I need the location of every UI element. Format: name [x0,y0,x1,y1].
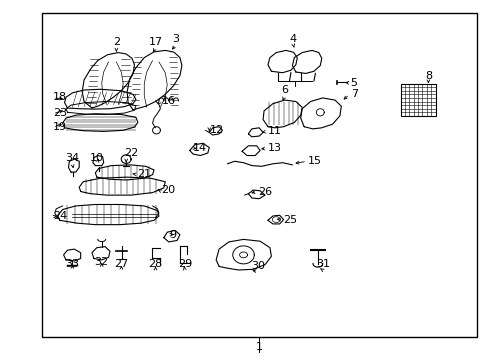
Text: 31: 31 [315,259,329,269]
Text: 22: 22 [123,148,138,158]
Text: 28: 28 [148,259,163,269]
Text: 9: 9 [169,230,176,240]
Text: 2: 2 [113,37,120,47]
Text: 24: 24 [53,211,67,221]
Text: 11: 11 [267,126,282,136]
Text: 5: 5 [349,78,356,88]
Text: 1: 1 [255,342,262,352]
Text: 8: 8 [424,71,431,81]
Text: 26: 26 [258,186,272,197]
Text: 13: 13 [267,143,282,153]
Bar [400,84,435,116]
Text: 14: 14 [193,143,207,153]
Bar [41,13,476,337]
Text: 7: 7 [350,89,358,99]
Text: 21: 21 [137,168,151,179]
Text: 32: 32 [95,257,108,267]
Text: 18: 18 [53,92,67,102]
Text: 17: 17 [148,37,162,47]
Text: 20: 20 [161,185,175,195]
Text: 34: 34 [65,153,79,163]
Text: 19: 19 [53,122,67,132]
Text: 10: 10 [90,153,103,163]
Text: 29: 29 [177,259,192,269]
Text: 25: 25 [282,215,296,225]
Text: 16: 16 [161,96,175,106]
Text: 6: 6 [281,85,287,95]
Text: 4: 4 [289,34,296,44]
Text: 15: 15 [307,156,322,166]
Text: 33: 33 [65,259,79,269]
Text: 23: 23 [53,108,67,118]
Text: 27: 27 [114,259,128,269]
Text: 12: 12 [210,125,224,135]
Text: 3: 3 [172,34,179,44]
Text: 30: 30 [251,261,264,271]
